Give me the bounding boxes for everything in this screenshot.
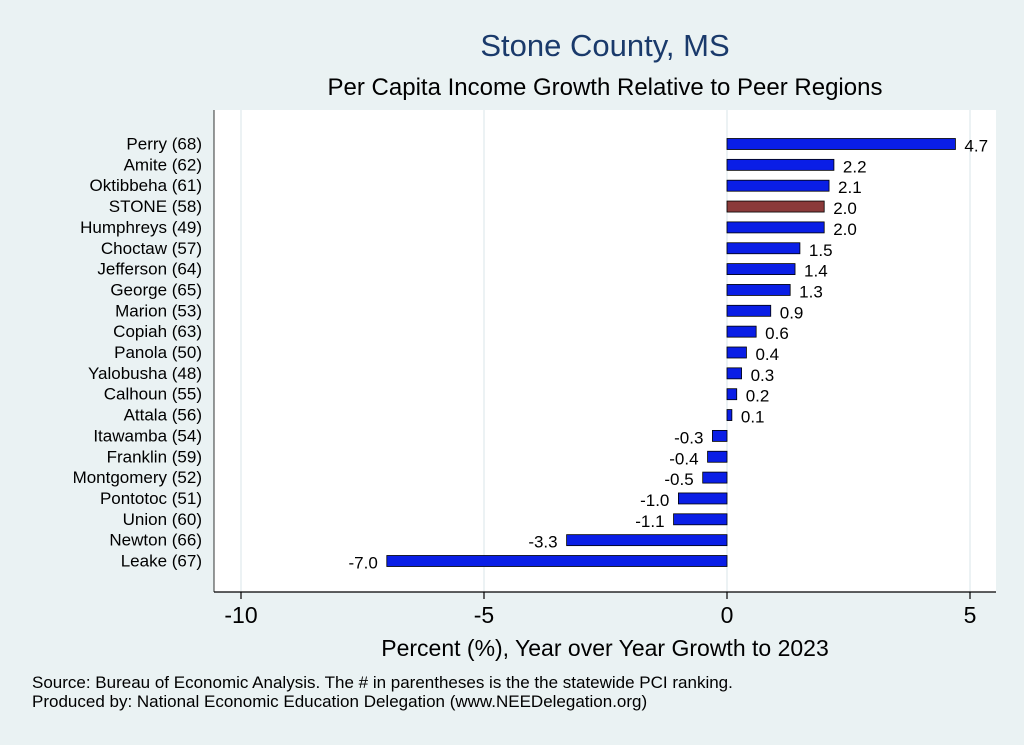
x-tick-label: 0: [721, 602, 734, 628]
bar: [726, 263, 796, 276]
bar: [712, 429, 728, 442]
value-label: -1.1: [635, 512, 664, 531]
y-tick-label: Choctaw (57): [101, 239, 202, 258]
plot-area: [214, 110, 996, 592]
bar: [678, 492, 728, 505]
value-label: 2.2: [843, 157, 867, 176]
y-tick-label: STONE (58): [109, 197, 202, 216]
value-label: -1.0: [640, 491, 669, 510]
y-tick-label: Yalobusha (48): [88, 364, 202, 383]
bar: [726, 221, 825, 234]
bar: [702, 471, 728, 484]
x-axis-title: Percent (%), Year over Year Growth to 20…: [381, 635, 829, 661]
bar: [386, 555, 728, 567]
y-tick-label: Itawamba (54): [93, 426, 202, 445]
bar: [726, 367, 742, 380]
y-tick-label: Perry (68): [126, 135, 202, 154]
y-tick-label: Pontotoc (51): [100, 489, 202, 508]
y-tick-label: Franklin (59): [107, 447, 202, 466]
y-tick-label: Humphreys (49): [80, 218, 202, 237]
value-label: -0.4: [669, 449, 698, 468]
value-label: 4.7: [964, 137, 988, 156]
bar: [726, 179, 830, 192]
bar: [726, 325, 757, 338]
y-tick-label: Oktibbeha (61): [90, 176, 202, 195]
value-label: -0.3: [674, 428, 703, 447]
bar-highlight: [726, 200, 825, 213]
value-label: 0.9: [780, 303, 804, 322]
y-axis-labels: Perry (68)Amite (62) Oktibbeha (61) STONE …: [73, 135, 202, 571]
y-tick-label: Panola (50): [114, 343, 202, 362]
bar: [726, 346, 747, 359]
bar: [673, 513, 728, 526]
bars: [386, 138, 956, 567]
source-note: Source: Bureau of Economic Analysis. The…: [32, 673, 733, 692]
chart-subtitle: Per Capita Income Growth Relative to Pee…: [327, 74, 883, 101]
y-tick-label: Marion (53): [115, 301, 202, 320]
value-label: 0.1: [741, 408, 765, 427]
y-tick-label: Amite (62): [124, 155, 202, 174]
bar: [726, 388, 738, 401]
value-label: 1.5: [809, 241, 833, 260]
y-tick-label: Newton (66): [109, 531, 202, 550]
value-label: 0.4: [755, 345, 779, 364]
y-tick-label: Montgomery (52): [73, 468, 202, 487]
value-label: 2.0: [833, 199, 857, 218]
bar: [707, 450, 728, 463]
x-tick-label: 5: [964, 602, 977, 628]
value-label: -7.0: [349, 554, 378, 573]
bar: [726, 242, 801, 255]
value-label: 0.3: [751, 366, 775, 385]
value-label: 0.2: [746, 387, 770, 406]
value-label: 0.6: [765, 324, 789, 343]
y-tick-label: Copiah (63): [113, 322, 202, 341]
value-label: 1.3: [799, 282, 823, 301]
value-label: 2.0: [833, 220, 857, 239]
value-label: 1.4: [804, 262, 828, 281]
x-tick-label: -5: [474, 602, 494, 628]
bar: [566, 534, 728, 547]
produced-by-note: Produced by: National Economic Education…: [32, 692, 648, 711]
y-tick-label: George (65): [110, 280, 202, 299]
x-tick-label: -10: [224, 602, 257, 628]
bar: [726, 284, 791, 296]
y-tick-label: Calhoun (55): [104, 385, 202, 404]
bar: [726, 409, 733, 421]
y-tick-label: Leake (67): [121, 552, 202, 571]
value-label: 2.1: [838, 178, 862, 197]
y-tick-label: Attala (56): [124, 406, 202, 425]
bar: [726, 138, 956, 150]
value-labels: 4.72.22.12.02.01.51.41.30.90.60.40.30.20…: [349, 137, 989, 573]
chart-title: Stone County, MS: [480, 28, 730, 63]
value-label: -3.3: [528, 533, 557, 552]
y-tick-label: Jefferson (64): [97, 260, 202, 279]
y-tick-label: Union (60): [123, 510, 202, 529]
bar: [726, 304, 772, 317]
bar: [726, 158, 835, 171]
value-label: -0.5: [664, 470, 693, 489]
x-axis: -10 -5 0 5: [213, 110, 996, 628]
